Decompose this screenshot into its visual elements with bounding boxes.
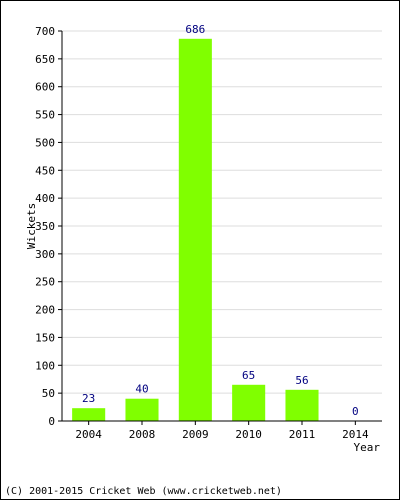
- data-label-2004: 23: [82, 392, 95, 405]
- x-tick-label-2011: 2011: [289, 428, 316, 441]
- y-tick-labels: 0 50 100 150 200 250 300 350 400 450 500 550 600 650 7…: [35, 25, 55, 428]
- y-tick-label: 700: [35, 25, 55, 38]
- x-tick-label-2010: 2010: [235, 428, 262, 441]
- x-axis-label: Year: [354, 441, 381, 454]
- bar-2009: [178, 38, 212, 422]
- y-tick-label: 100: [35, 359, 55, 372]
- grid-lines: [62, 30, 382, 394]
- y-axis-label: Wickets: [25, 203, 38, 249]
- y-tick-label: 450: [35, 164, 55, 177]
- x-tick-label-2009: 2009: [182, 428, 209, 441]
- data-label-2008: 40: [135, 383, 148, 396]
- x-tick-label-2008: 2008: [129, 428, 156, 441]
- axes: [58, 30, 382, 425]
- data-labels: 23 40 686 65 56 0: [82, 23, 359, 418]
- data-label-2010: 65: [242, 369, 255, 382]
- bars: [72, 38, 319, 422]
- y-tick-label: 300: [35, 248, 55, 261]
- data-label-2009: 686: [185, 23, 205, 36]
- x-tick-label-2004: 2004: [75, 428, 102, 441]
- y-tick-label: 550: [35, 109, 55, 122]
- y-tick-label: 50: [42, 387, 55, 400]
- x-tick-label-2014: 2014: [342, 428, 369, 441]
- y-tick-label: 600: [35, 81, 55, 94]
- bar-2011: [285, 389, 319, 421]
- copyright-footer: (C) 2001-2015 Cricket Web (www.cricketwe…: [5, 486, 282, 497]
- bar-2008: [125, 398, 159, 421]
- y-tick-label: 0: [48, 415, 55, 428]
- bar-2004: [72, 408, 106, 421]
- data-label-2011: 56: [295, 374, 308, 387]
- y-tick-label: 650: [35, 53, 55, 66]
- x-tick-labels: 2004 2008 2009 2010 2011 2014: [75, 428, 369, 441]
- y-tick-label: 400: [35, 192, 55, 205]
- bar-2010: [232, 384, 266, 421]
- y-tick-label: 350: [35, 220, 55, 233]
- y-tick-label: 150: [35, 331, 55, 344]
- y-tick-label: 500: [35, 136, 55, 149]
- y-tick-label: 200: [35, 304, 55, 317]
- data-label-2014: 0: [352, 405, 359, 418]
- y-tick-label: 250: [35, 276, 55, 289]
